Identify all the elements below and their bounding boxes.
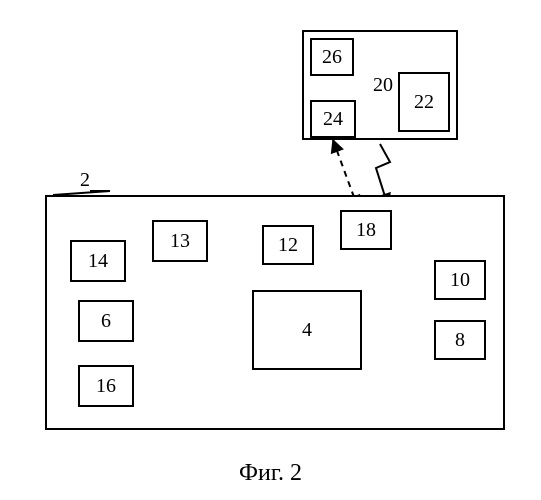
block-8-label: 8 bbox=[455, 329, 465, 352]
block-12: 12 bbox=[262, 225, 314, 265]
block-18-label: 18 bbox=[356, 219, 376, 242]
figure-caption: Фиг. 2 bbox=[0, 460, 541, 487]
block-14: 14 bbox=[70, 240, 126, 282]
block-16: 16 bbox=[78, 365, 134, 407]
block-4-label: 4 bbox=[302, 319, 312, 342]
block-8: 8 bbox=[434, 320, 486, 360]
block-22: 22 bbox=[398, 72, 450, 132]
outer-label-2: 2 bbox=[70, 165, 100, 195]
block-26-label: 26 bbox=[322, 46, 342, 69]
block-10: 10 bbox=[434, 260, 486, 300]
block-18: 18 bbox=[340, 210, 392, 250]
block-14-label: 14 bbox=[88, 250, 108, 273]
block-22-label: 22 bbox=[414, 91, 434, 114]
block-4: 4 bbox=[252, 290, 362, 370]
block-20-label: 20 bbox=[368, 70, 398, 100]
block-26: 26 bbox=[310, 38, 354, 76]
block-16-label: 16 bbox=[96, 375, 116, 398]
block-12-label: 12 bbox=[278, 234, 298, 257]
block-24-label: 24 bbox=[323, 108, 343, 131]
block-6-label: 6 bbox=[101, 310, 111, 333]
block-13: 13 bbox=[152, 220, 208, 262]
block-24: 24 bbox=[310, 100, 356, 138]
block-10-label: 10 bbox=[450, 269, 470, 292]
block-6: 6 bbox=[78, 300, 134, 342]
block-13-label: 13 bbox=[170, 230, 190, 253]
